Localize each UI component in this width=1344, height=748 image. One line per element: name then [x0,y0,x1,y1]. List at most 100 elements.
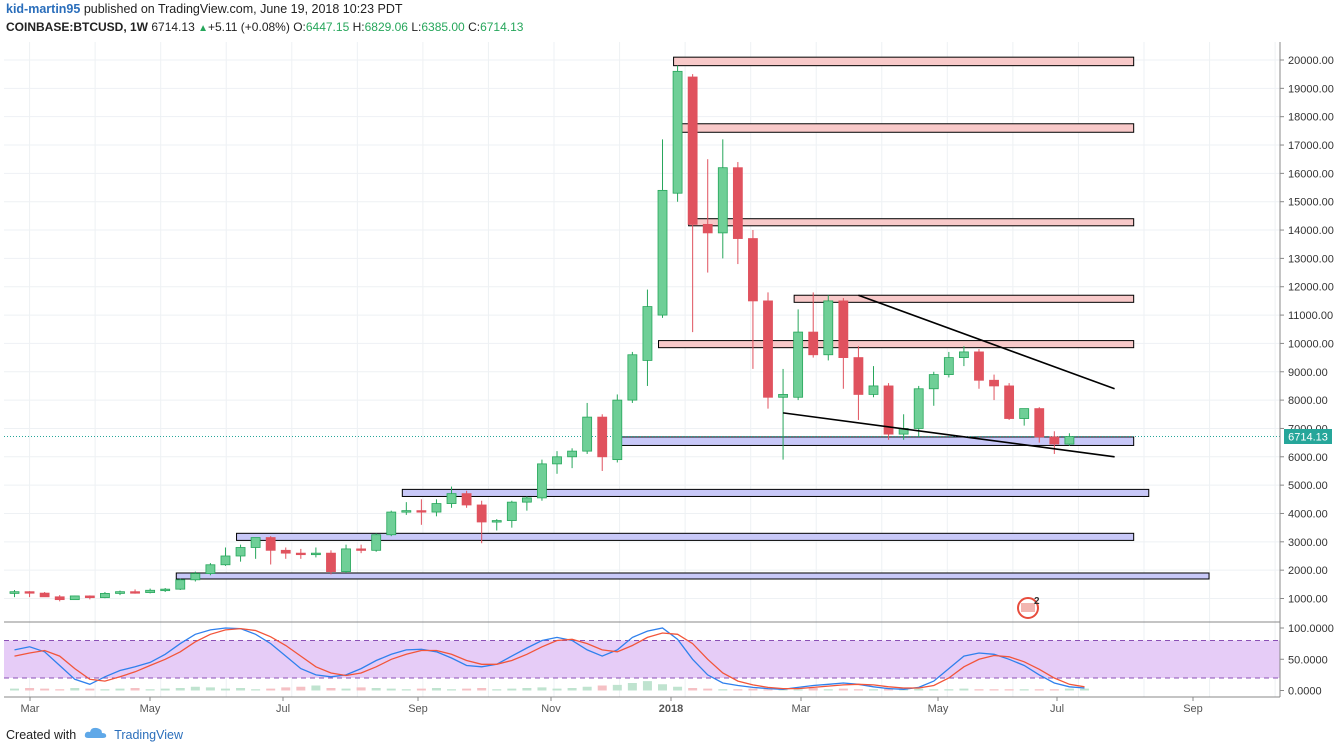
resistance-zone[interactable] [658,340,1135,349]
price-tick-label: 1000.00 [1288,594,1328,606]
stochastic-histogram-bar [70,688,80,691]
candle-body [567,450,577,458]
candle-body [838,300,849,358]
stochastic-histogram-bar [431,688,441,691]
resistance-zone[interactable] [793,294,1135,303]
price-tick-label: 11000.00 [1288,310,1333,322]
candle-body [657,189,668,316]
grid-lines [4,42,1280,697]
price-tick-label: 19000.00 [1288,83,1334,95]
price-change: +5.11 (+0.08%) [208,20,290,34]
low-value: 6385.00 [421,20,465,34]
candle-body [235,547,246,557]
stochastic-histogram-bar [145,689,155,691]
header-line-1: kid-martin95 published on TradingView.co… [6,2,403,16]
price-tick-label: 15000.00 [1288,197,1334,209]
economic-events-icon[interactable]: 2 [1017,596,1040,619]
candle-body [250,537,261,548]
resistance-zone[interactable] [673,123,1135,133]
symbol-label: COINBASE:BTCUSD, 1W [6,20,149,34]
bearish-candle [763,292,773,409]
stochastic-histogram-bar [597,685,607,691]
stochastic-histogram-bar [974,689,984,691]
candle-body [386,511,397,536]
candle-body [521,497,532,503]
price-tick-label: 13000.00 [1288,253,1334,265]
stochastic-histogram-bar [1049,689,1059,691]
price-tick-label: 18000.00 [1288,112,1334,124]
stochastic-histogram-bar [1064,688,1074,691]
stochastic-histogram-bar [190,686,200,691]
bullish-candle [717,139,728,259]
stochastic-histogram-bar [793,689,803,691]
bullish-candle [793,309,804,401]
bearish-candle [1034,407,1045,443]
bearish-candle [1049,431,1060,454]
bearish-candle [54,595,65,602]
candle-body [9,591,20,594]
stochastic-histogram-bar [959,688,969,691]
trend-lines[interactable] [782,294,1115,458]
stochastic-histogram-bar [477,688,487,691]
candle-body [1034,408,1045,438]
time-tick-label: Jul [1050,703,1064,715]
time-axis[interactable]: Mar May Jul Sep Nov 2018 Mar May Jul Sep [21,697,1203,715]
time-tick-label: May [140,703,161,715]
bearish-candle [597,414,608,471]
candle-body [461,493,472,506]
candle-body [808,331,819,356]
bearish-candle [39,591,50,598]
bullish-candle [235,544,246,562]
stochastic-histogram-bar [25,688,35,691]
candle-body [552,456,562,465]
candle-body [69,595,80,601]
price-tick-label: 5000.00 [1288,480,1328,492]
price-axis[interactable]: 1000.00 2000.00 3000.00 4000.00 5000.00 6000.… [1280,55,1334,698]
trend-line[interactable] [858,294,1115,390]
candle-body [732,167,743,239]
candle-body [642,306,653,361]
candle-body [100,592,110,599]
stochastic-d-line [14,627,1085,690]
stochastic-histogram-bar [371,688,381,691]
trend-line[interactable] [782,412,1115,458]
close-value: 6714.13 [480,20,524,34]
stochastic-histogram-bar [462,688,472,691]
candle-body [130,591,140,594]
time-tick-label: Mar [792,703,811,715]
candle-body [54,596,65,601]
open-value: 6447.15 [305,20,350,34]
bullish-candle [537,459,547,501]
support-zone[interactable] [401,488,1150,497]
bearish-candle [416,499,427,525]
candle-body [341,548,351,572]
horizontal-zones[interactable] [4,56,1280,580]
chart-area[interactable]: 1000.00 2000.00 3000.00 4000.00 5000.00 6000.… [0,0,1344,720]
last-price-tag-text: 6714.13 [1288,432,1328,444]
bullish-candle [642,289,653,386]
support-zone[interactable] [175,572,1210,580]
candle-body [778,394,788,398]
bearish-candle [461,490,472,508]
stochastic-histogram-bar [853,689,863,691]
price-tick-label: 16000.00 [1288,168,1334,180]
tradingview-link[interactable]: TradingView [114,727,183,742]
resistance-zone[interactable] [673,56,1135,67]
bullish-candle [823,295,834,361]
bullish-candle [506,500,517,528]
stochastic-histogram-bar [522,688,532,691]
bullish-candle [446,486,457,508]
candle-body [24,591,35,594]
bullish-candle [928,371,939,406]
bearish-candle [295,548,306,559]
stochastic-histogram-bar [868,689,878,691]
bullish-candle [250,537,261,559]
resistance-zone[interactable] [688,218,1135,227]
stochastic-histogram-bar [537,687,547,691]
author-link[interactable]: kid-martin95 [6,2,81,16]
candle-body [476,504,487,523]
candle-body [537,463,547,499]
bearish-candle [84,595,95,600]
candle-body [943,357,954,375]
support-zone[interactable] [236,532,1135,541]
